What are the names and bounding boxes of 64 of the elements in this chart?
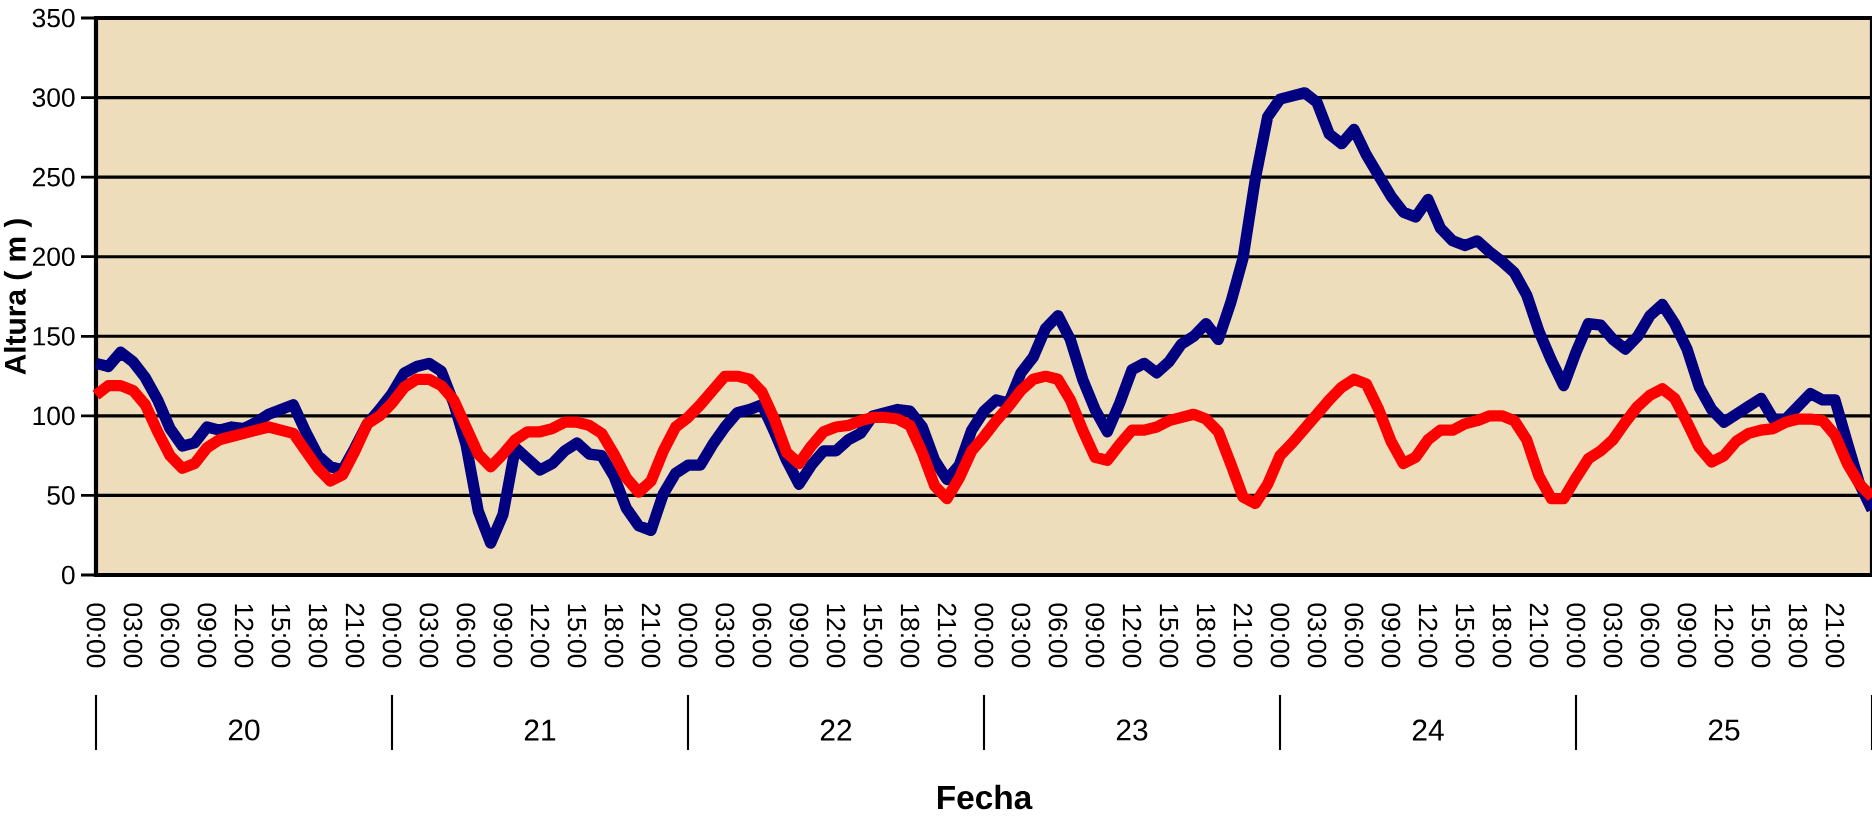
x-tick-label: 09:00 (1085, 603, 1105, 668)
x-tick-label: 21:00 (1529, 603, 1549, 668)
x-tick-label: 21:00 (937, 603, 957, 668)
y-tick-label: 300 (32, 88, 75, 107)
x-tick-label: 06:00 (752, 603, 772, 668)
x-tick-label: 09:00 (1381, 603, 1401, 668)
y-axis-title: Altura ( m ) (3, 219, 32, 375)
x-tick-label: 00:00 (86, 603, 106, 668)
x-tick-label: 18:00 (1788, 604, 1808, 668)
text: 22 (820, 719, 852, 741)
x-tick-label: 18:00 (1492, 604, 1512, 668)
x-tick-label: 15:00 (271, 604, 291, 668)
x-tick-label: 18:00 (1196, 604, 1216, 668)
x-tick-label: 09:00 (1677, 603, 1697, 668)
x-tick-label: 03:00 (1307, 603, 1327, 668)
text: 25 (1708, 719, 1740, 741)
x-tick-label: 18:00 (900, 604, 920, 668)
x-tick-label: 15:00 (863, 604, 883, 668)
y-tick-label: 350 (32, 8, 75, 28)
x-tick-label: 06:00 (456, 603, 476, 668)
x-tick-label: 06:00 (1048, 603, 1068, 668)
text: 24 (1412, 719, 1444, 741)
x-tick-label: 15:00 (567, 604, 587, 668)
x-tick-label: 12:00 (1714, 604, 1734, 668)
y-tick-label: 150 (33, 326, 75, 346)
text: 20 (228, 719, 260, 741)
x-tick-label: 12:00 (1418, 604, 1438, 668)
x-tick-label: 18:00 (308, 604, 328, 668)
x-tick-label: 09:00 (493, 603, 513, 668)
text: 23 (1116, 719, 1148, 741)
x-tick-label: 03:00 (1011, 603, 1031, 668)
text: 21 (524, 719, 556, 741)
x-tick-label: 15:00 (1159, 604, 1179, 668)
x-tick-label: 00:00 (1270, 603, 1290, 668)
x-tick-label: 00:00 (678, 603, 698, 668)
x-tick-label: 03:00 (123, 603, 143, 668)
x-tick-label: 06:00 (1640, 603, 1660, 668)
x-tick-label: 21:00 (641, 603, 661, 668)
y-tick-label: 250 (32, 167, 75, 187)
x-tick-label: 15:00 (1751, 604, 1771, 668)
x-tick-label: 03:00 (715, 603, 735, 668)
x-tick-label: 21:00 (1825, 603, 1845, 668)
x-tick-label: 00:00 (382, 603, 402, 668)
x-tick-label: 09:00 (197, 603, 217, 668)
x-tick-label: 15:00 (1455, 604, 1475, 668)
y-tick-label: 50 (47, 486, 75, 505)
y-tick-label: 200 (32, 247, 75, 267)
x-tick-label: 00:00 (1566, 603, 1586, 668)
x-tick-label: 21:00 (1233, 603, 1253, 668)
y-tick-label: 100 (33, 406, 75, 426)
x-tick-label: 12:00 (530, 604, 550, 668)
x-axis-title: Fecha (938, 784, 1033, 810)
x-tick-label: 12:00 (826, 604, 846, 668)
x-tick-label: 00:00 (974, 603, 994, 668)
x-tick-label: 06:00 (1344, 603, 1364, 668)
x-tick-label: 09:00 (789, 603, 809, 668)
x-tick-label: 03:00 (1603, 603, 1623, 668)
x-tick-label: 06:00 (160, 603, 180, 668)
y-tick-label: 0 (62, 565, 75, 585)
x-tick-label: 21:00 (345, 603, 365, 668)
x-tick-label: 03:00 (419, 603, 439, 668)
x-tick-label: 12:00 (234, 604, 254, 668)
x-tick-label: 18:00 (604, 604, 624, 668)
x-tick-label: 12:00 (1122, 604, 1142, 668)
